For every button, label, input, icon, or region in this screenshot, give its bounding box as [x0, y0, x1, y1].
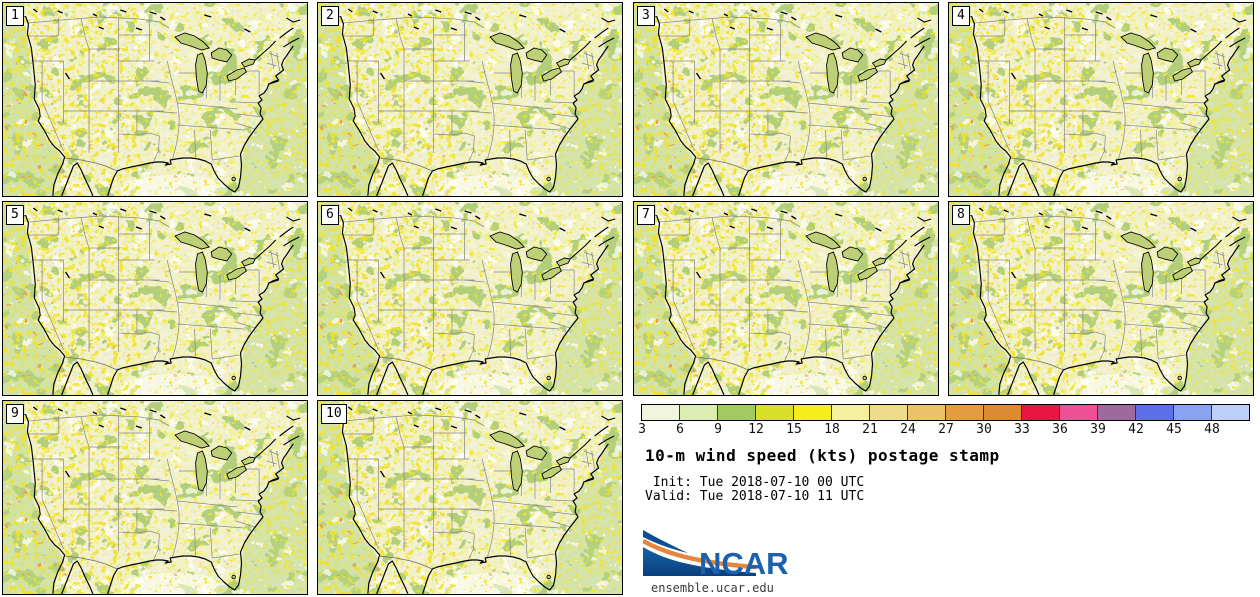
colorbar-segment — [869, 405, 907, 420]
member-panel-5: 5 — [2, 201, 308, 396]
member-panel-8: 8 — [948, 201, 1254, 396]
member-number-label: 7 — [637, 205, 655, 225]
member-panel-7: 7 — [633, 201, 939, 396]
colorbar-tick: 12 — [748, 422, 764, 437]
colorbar-segment — [1059, 405, 1097, 420]
colorbar-tick: 15 — [786, 422, 802, 437]
colorbar-segment — [907, 405, 945, 420]
site-url: ensemble.ucar.edu — [651, 581, 774, 595]
colorbar-segment — [983, 405, 1021, 420]
conus-wind-map — [318, 202, 622, 395]
logo-blue-wedge-icon — [643, 547, 756, 576]
member-panel-3: 3 — [633, 2, 939, 197]
member-panel-9: 9 — [2, 400, 308, 595]
colorbar-segment — [642, 405, 679, 420]
colorbar-segment — [1097, 405, 1135, 420]
conus-wind-map — [3, 401, 307, 594]
member-number-label: 4 — [952, 6, 970, 26]
member-panel-2: 2 — [317, 2, 623, 197]
colorbar-segment — [945, 405, 983, 420]
colorbar-segment — [793, 405, 831, 420]
member-number-label: 1 — [6, 6, 24, 26]
colorbar-segment — [1021, 405, 1059, 420]
init-time: Init: Tue 2018-07-10 00 UTC — [645, 475, 865, 490]
colorbar-segment — [679, 405, 717, 420]
conus-wind-map — [318, 401, 622, 594]
ncar-logo: NCAR — [643, 530, 789, 578]
time-info: Init: Tue 2018-07-10 00 UTC Valid: Tue 2… — [645, 476, 864, 504]
figure-title: 10-m wind speed (kts) postage stamp — [645, 446, 1000, 465]
conus-wind-map — [634, 3, 938, 196]
colorbar-tick: 27 — [938, 422, 954, 437]
conus-wind-map — [318, 3, 622, 196]
conus-wind-map — [634, 202, 938, 395]
logo-orange-arc-icon — [643, 539, 757, 570]
member-number-label: 5 — [6, 205, 24, 225]
member-panel-1: 1 — [2, 2, 308, 197]
colorbar-tick: 36 — [1052, 422, 1068, 437]
member-number-label: 8 — [952, 205, 970, 225]
colorbar-tick: 6 — [676, 422, 684, 437]
member-panel-4: 4 — [948, 2, 1254, 197]
colorbar-tick: 33 — [1014, 422, 1030, 437]
colorbar-segment — [1135, 405, 1173, 420]
colorbar-ticks: 3 6 9 12 15 18 21 24 27 30 33 36 39 42 4… — [638, 422, 1250, 438]
legend: 3 6 9 12 15 18 21 24 27 30 33 36 39 42 4… — [638, 400, 1254, 595]
member-panel-10: 10 — [317, 400, 623, 595]
colorbar-segment — [1173, 405, 1211, 420]
conus-wind-map — [949, 3, 1253, 196]
colorbar-segment — [755, 405, 793, 420]
conus-wind-map — [3, 3, 307, 196]
colorbar-tick: 3 — [638, 422, 646, 437]
member-number-label: 2 — [321, 6, 339, 26]
colorbar-tick: 18 — [824, 422, 840, 437]
member-number-label: 6 — [321, 205, 339, 225]
member-number-label: 10 — [321, 404, 347, 424]
conus-wind-map — [949, 202, 1253, 395]
colorbar — [641, 404, 1250, 421]
colorbar-tick: 48 — [1204, 422, 1220, 437]
colorbar-tick: 9 — [714, 422, 722, 437]
colorbar-tick: 39 — [1090, 422, 1106, 437]
colorbar-tick: 42 — [1128, 422, 1144, 437]
valid-time: Valid: Tue 2018-07-10 11 UTC — [645, 489, 865, 504]
colorbar-segment — [831, 405, 869, 420]
member-number-label: 3 — [637, 6, 655, 26]
member-panel-6: 6 — [317, 201, 623, 396]
colorbar-segment — [717, 405, 755, 420]
colorbar-tick: 45 — [1166, 422, 1182, 437]
conus-wind-map — [3, 202, 307, 395]
member-number-label: 9 — [6, 404, 24, 424]
colorbar-tick: 21 — [862, 422, 878, 437]
ncar-logo-text: NCAR — [699, 546, 789, 578]
colorbar-segment — [1211, 405, 1249, 420]
colorbar-tick: 24 — [900, 422, 916, 437]
colorbar-tick: 30 — [976, 422, 992, 437]
